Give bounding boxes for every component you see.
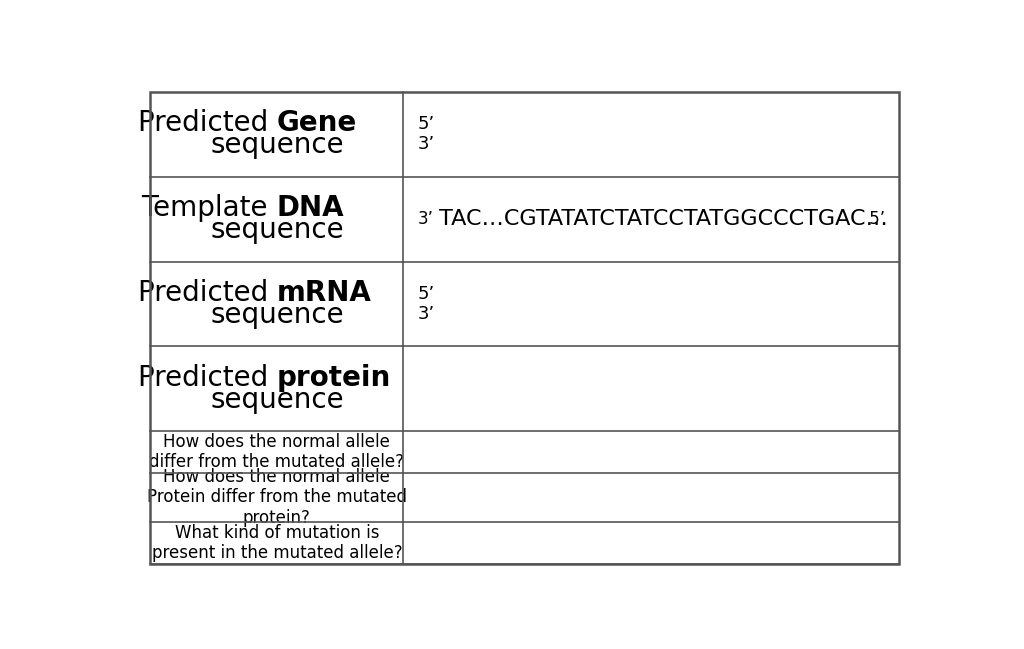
Text: Predicted: Predicted <box>137 279 276 307</box>
Text: How does the normal allele
differ from the mutated allele?: How does the normal allele differ from t… <box>150 433 404 471</box>
Text: What kind of mutation is
present in the mutated allele?: What kind of mutation is present in the … <box>152 524 402 562</box>
Text: DNA: DNA <box>276 194 344 222</box>
Text: Predicted: Predicted <box>137 109 276 138</box>
Text: Predicted: Predicted <box>137 364 276 392</box>
Text: 5’: 5’ <box>418 285 435 303</box>
Text: 5’: 5’ <box>418 115 435 133</box>
Text: 5’: 5’ <box>864 210 885 228</box>
Text: How does the normal allele
Protein differ from the mutated
protein?: How does the normal allele Protein diffe… <box>146 468 407 527</box>
Text: protein: protein <box>276 364 391 392</box>
Text: Template: Template <box>141 194 276 222</box>
Text: mRNA: mRNA <box>276 279 372 307</box>
Text: sequence: sequence <box>210 131 344 160</box>
Text: 3’: 3’ <box>418 136 435 153</box>
Text: TAC…CGTATATCTATCCTATGGCCCTGAC…: TAC…CGTATATCTATCCTATGGCCCTGAC… <box>432 209 888 229</box>
Text: 3’: 3’ <box>418 305 435 323</box>
Text: 3’: 3’ <box>418 210 434 228</box>
Text: sequence: sequence <box>210 301 344 329</box>
Text: sequence: sequence <box>210 386 344 414</box>
Text: Gene: Gene <box>276 109 357 138</box>
Text: sequence: sequence <box>210 216 344 244</box>
